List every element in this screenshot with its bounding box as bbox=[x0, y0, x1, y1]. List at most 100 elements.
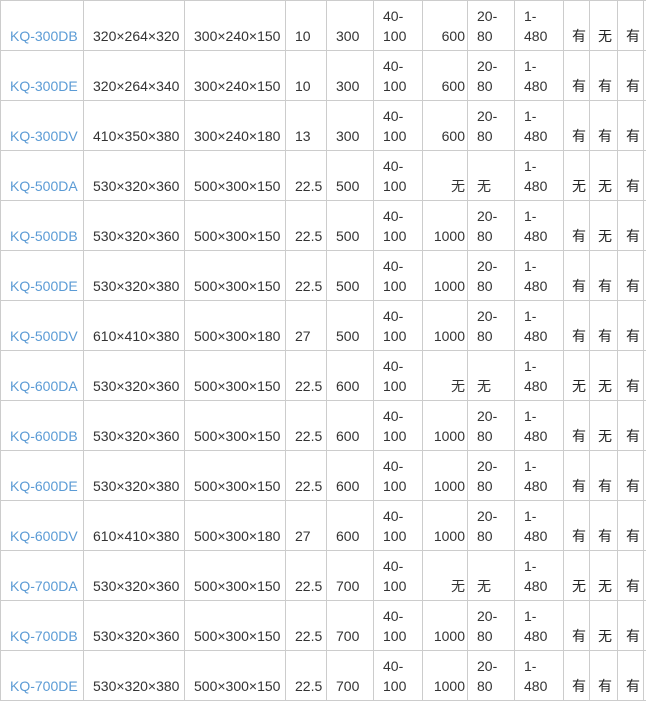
feature-1-cell: 有 bbox=[563, 0, 590, 51]
feature-2-cell: 有 bbox=[589, 650, 618, 701]
feature-3-cell: 有 bbox=[617, 150, 644, 201]
table-row: KQ-600DB 530×320×360 500×300×150 22.5 600 40-… bbox=[0, 400, 646, 451]
range-cell: 40- 100 bbox=[373, 50, 423, 101]
outer-dimensions-cell: 530×320×360 bbox=[83, 400, 185, 451]
outer-dimensions-cell: 320×264×320 bbox=[83, 0, 185, 51]
model-link[interactable]: KQ-300DE bbox=[0, 50, 84, 101]
outer-dimensions-cell: 530×320×360 bbox=[83, 150, 185, 201]
timer-cell: 1- 480 bbox=[514, 300, 564, 351]
table-row: KQ-500DB 530×320×360 500×300×150 22.5 500 40-… bbox=[0, 200, 646, 251]
range2-cell: 无 bbox=[467, 550, 515, 601]
timer-cell: 1- 480 bbox=[514, 150, 564, 201]
inner-dimensions-cell: 500×300×150 bbox=[184, 650, 286, 701]
feature-3-cell: 有 bbox=[617, 400, 644, 451]
weight-cell: 22.5 bbox=[285, 200, 327, 251]
capacity-cell: 600 bbox=[326, 350, 374, 401]
capacity-cell: 500 bbox=[326, 250, 374, 301]
model-link[interactable]: KQ-600DB bbox=[0, 400, 84, 451]
weight-cell: 13 bbox=[285, 100, 327, 151]
range-cell: 40- 100 bbox=[373, 650, 423, 701]
outer-dimensions-cell: 530×320×360 bbox=[83, 600, 185, 651]
range2-cell: 20- 80 bbox=[467, 200, 515, 251]
inner-dimensions-cell: 500×300×150 bbox=[184, 450, 286, 501]
model-link[interactable]: KQ-500DB bbox=[0, 200, 84, 251]
timer-cell: 1- 480 bbox=[514, 50, 564, 101]
weight-cell: 27 bbox=[285, 500, 327, 551]
model-link[interactable]: KQ-500DE bbox=[0, 250, 84, 301]
outer-dimensions-cell: 530×320×380 bbox=[83, 450, 185, 501]
feature-1-cell: 有 bbox=[563, 650, 590, 701]
feature-3-cell: 有 bbox=[617, 50, 644, 101]
weight-cell: 10 bbox=[285, 0, 327, 51]
feature-1-cell: 有 bbox=[563, 300, 590, 351]
model-link[interactable]: KQ-600DE bbox=[0, 450, 84, 501]
weight-cell: 22.5 bbox=[285, 650, 327, 701]
timer-cell: 1- 480 bbox=[514, 200, 564, 251]
power-cell: 1000 bbox=[422, 250, 468, 301]
range2-cell: 20- 80 bbox=[467, 500, 515, 551]
table-row: KQ-500DV 610×410×380 500×300×180 27 500 40- 1… bbox=[0, 300, 646, 351]
model-link[interactable]: KQ-300DB bbox=[0, 0, 84, 51]
inner-dimensions-cell: 500×300×150 bbox=[184, 550, 286, 601]
timer-cell: 1- 480 bbox=[514, 250, 564, 301]
feature-1-cell: 有 bbox=[563, 500, 590, 551]
table-row: KQ-600DV 610×410×380 500×300×180 27 600 40- 1… bbox=[0, 500, 646, 551]
timer-cell: 1- 480 bbox=[514, 550, 564, 601]
inner-dimensions-cell: 300×240×150 bbox=[184, 50, 286, 101]
capacity-cell: 700 bbox=[326, 650, 374, 701]
feature-1-cell: 有 bbox=[563, 250, 590, 301]
feature-3-cell: 有 bbox=[617, 350, 644, 401]
feature-2-cell: 有 bbox=[589, 500, 618, 551]
power-cell: 无 bbox=[422, 150, 468, 201]
inner-dimensions-cell: 500×300×150 bbox=[184, 200, 286, 251]
weight-cell: 27 bbox=[285, 300, 327, 351]
feature-1-cell: 有 bbox=[563, 100, 590, 151]
capacity-cell: 600 bbox=[326, 500, 374, 551]
weight-cell: 22.5 bbox=[285, 600, 327, 651]
table-row: KQ-500DA 530×320×360 500×300×150 22.5 500 40-… bbox=[0, 150, 646, 201]
capacity-cell: 500 bbox=[326, 200, 374, 251]
feature-3-cell: 有 bbox=[617, 200, 644, 251]
power-cell: 600 bbox=[422, 50, 468, 101]
model-link[interactable]: KQ-500DV bbox=[0, 300, 84, 351]
capacity-cell: 500 bbox=[326, 300, 374, 351]
power-cell: 600 bbox=[422, 100, 468, 151]
timer-cell: 1- 480 bbox=[514, 600, 564, 651]
table-body: KQ-300DB 320×264×320 300×240×150 10 300 40- 1… bbox=[0, 0, 646, 701]
range2-cell: 20- 80 bbox=[467, 250, 515, 301]
range-cell: 40- 100 bbox=[373, 300, 423, 351]
model-link[interactable]: KQ-700DB bbox=[0, 600, 84, 651]
range-cell: 40- 100 bbox=[373, 500, 423, 551]
outer-dimensions-cell: 530×320×380 bbox=[83, 650, 185, 701]
feature-2-cell: 无 bbox=[589, 200, 618, 251]
table-row: KQ-700DB 530×320×360 500×300×150 22.5 700 40-… bbox=[0, 600, 646, 651]
table-row: KQ-700DA 530×320×360 500×300×150 22.5 700 40-… bbox=[0, 550, 646, 601]
product-spec-table: KQ-300DB 320×264×320 300×240×150 10 300 40- 1… bbox=[0, 0, 646, 701]
timer-cell: 1- 480 bbox=[514, 650, 564, 701]
feature-1-cell: 有 bbox=[563, 600, 590, 651]
range2-cell: 无 bbox=[467, 150, 515, 201]
inner-dimensions-cell: 500×300×150 bbox=[184, 150, 286, 201]
feature-3-cell: 有 bbox=[617, 250, 644, 301]
table-row: KQ-300DE 320×264×340 300×240×150 10 300 40- 1… bbox=[0, 50, 646, 101]
outer-dimensions-cell: 530×320×360 bbox=[83, 200, 185, 251]
model-link[interactable]: KQ-600DV bbox=[0, 500, 84, 551]
inner-dimensions-cell: 500×300×150 bbox=[184, 250, 286, 301]
outer-dimensions-cell: 530×320×380 bbox=[83, 250, 185, 301]
range-cell: 40- 100 bbox=[373, 200, 423, 251]
model-link[interactable]: KQ-700DA bbox=[0, 550, 84, 601]
outer-dimensions-cell: 320×264×340 bbox=[83, 50, 185, 101]
feature-3-cell: 有 bbox=[617, 650, 644, 701]
feature-1-cell: 无 bbox=[563, 150, 590, 201]
capacity-cell: 500 bbox=[326, 150, 374, 201]
capacity-cell: 300 bbox=[326, 100, 374, 151]
model-link[interactable]: KQ-600DA bbox=[0, 350, 84, 401]
range-cell: 40- 100 bbox=[373, 250, 423, 301]
model-link[interactable]: KQ-500DA bbox=[0, 150, 84, 201]
weight-cell: 22.5 bbox=[285, 450, 327, 501]
model-link[interactable]: KQ-300DV bbox=[0, 100, 84, 151]
capacity-cell: 300 bbox=[326, 50, 374, 101]
feature-2-cell: 无 bbox=[589, 350, 618, 401]
weight-cell: 22.5 bbox=[285, 250, 327, 301]
model-link[interactable]: KQ-700DE bbox=[0, 650, 84, 701]
